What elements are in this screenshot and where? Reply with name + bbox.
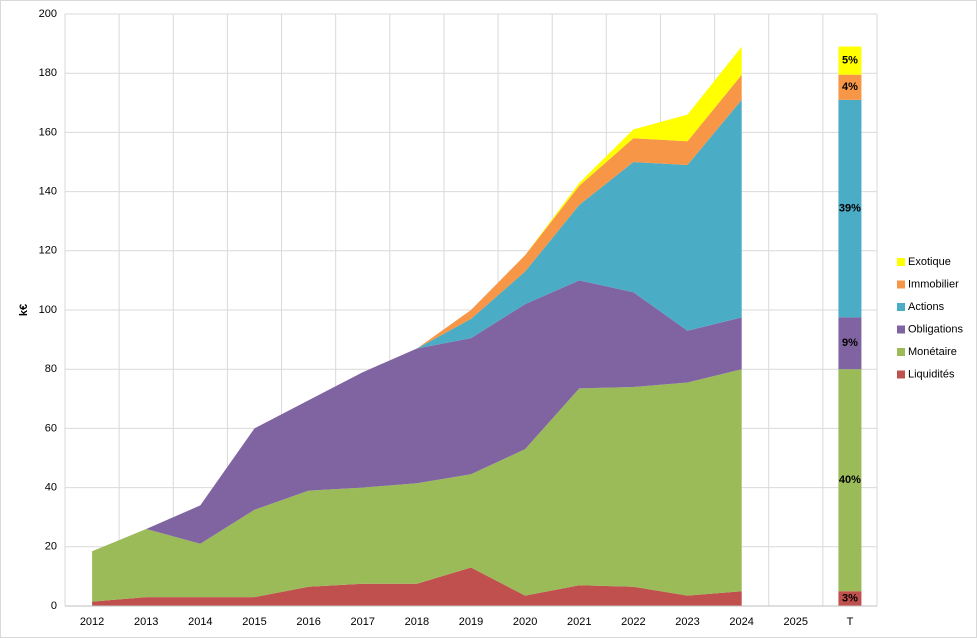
share-label: 9% [842,337,858,349]
share-label: 4% [842,81,858,93]
y-tick-label: 20 [45,541,57,553]
area [92,567,742,606]
x-tick-label: 2015 [242,616,266,628]
x-tick-label: 2013 [134,616,158,628]
y-tick-label: 40 [45,482,57,494]
legend-swatch [897,348,905,356]
x-tick-label: 2018 [405,616,429,628]
x-tick-label: 2016 [296,616,320,628]
y-tick-label: 0 [51,600,57,612]
x-tick-label: 2019 [459,616,483,628]
total-bar-segment [838,317,862,370]
x-tick-label: 2023 [675,616,699,628]
x-tick-label: 2022 [621,616,645,628]
legend-swatch [897,325,905,334]
y-tick-label: 140 [39,186,57,198]
legend-swatch [897,370,905,379]
share-label: 40% [839,474,861,486]
x-tick-label: 2017 [350,616,374,628]
x-tick-label: 2025 [784,616,808,628]
x-tick-label: 2020 [513,616,537,628]
x-tick-label: 2024 [729,616,753,628]
legend-label: Liquidités [908,368,955,380]
total-bar-segment [838,46,862,75]
area [92,280,742,552]
total-bar-segment [838,99,862,318]
area [92,369,742,602]
legend-label: Obligations [908,323,964,335]
y-tick-label: 160 [39,126,57,138]
total-bar-segment [838,369,862,592]
y-tick-label: 60 [45,422,57,434]
legend-label: Immobilier [908,278,959,290]
y-tick-label: 180 [39,67,57,79]
share-label: 39% [839,203,861,215]
y-tick-label: 120 [39,245,57,257]
legend-label: Monétaire [908,346,957,358]
legend-swatch [897,258,905,266]
x-tick-label: 2014 [188,616,212,628]
legend-label: Exotique [908,256,951,268]
x-tick-label: 2021 [567,616,591,628]
legend-swatch [897,303,905,311]
y-axis-label: k€ [18,304,30,316]
legend-label: Actions [908,301,945,313]
y-tick-label: 80 [45,363,57,375]
x-tick-label: T [847,616,854,628]
area [92,74,742,552]
legend-swatch [897,280,905,289]
area [92,99,742,552]
total-bar-segment [838,74,862,100]
total-bar-segment [838,591,862,606]
share-label: 3% [842,593,858,605]
y-tick-label: 200 [39,8,57,20]
y-tick-label: 100 [39,304,57,316]
share-label: 5% [842,55,858,67]
x-tick-label: 2012 [80,616,104,628]
